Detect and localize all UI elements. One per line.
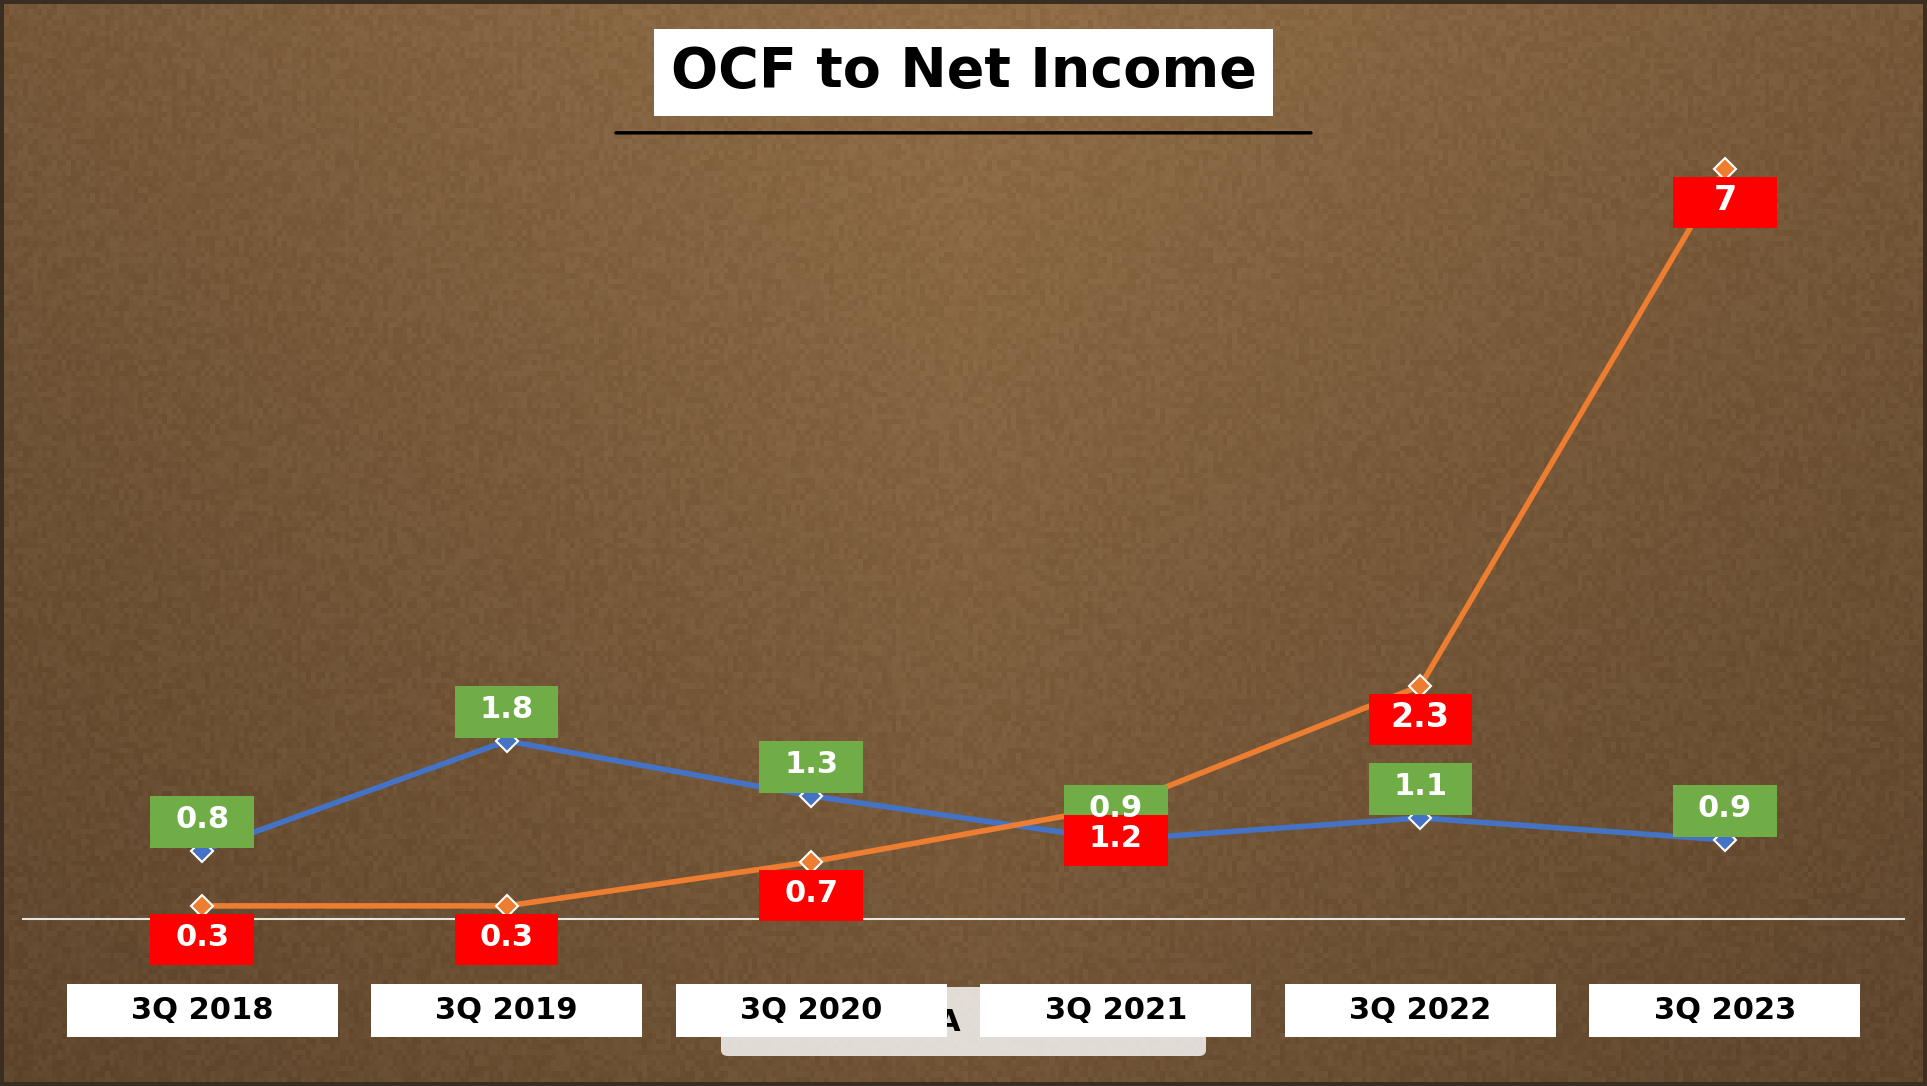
FancyBboxPatch shape (759, 870, 863, 921)
FancyBboxPatch shape (1368, 694, 1472, 745)
Text: OCF to Net Income: OCF to Net Income (671, 46, 1256, 99)
Text: 7: 7 (1713, 184, 1736, 217)
Legend: NVIDIA, AMD: NVIDIA, AMD (721, 987, 1206, 1056)
Text: 0.7: 0.7 (784, 879, 838, 908)
FancyBboxPatch shape (455, 913, 559, 965)
Text: 1.1: 1.1 (1393, 772, 1447, 801)
Text: 0.3: 0.3 (480, 923, 534, 951)
FancyBboxPatch shape (455, 686, 559, 737)
Text: 0.8: 0.8 (175, 805, 229, 834)
FancyBboxPatch shape (1590, 984, 1860, 1037)
Text: 0.3: 0.3 (175, 923, 229, 951)
FancyBboxPatch shape (150, 796, 254, 847)
Text: 2.3: 2.3 (1391, 700, 1449, 734)
Text: 3Q 2022: 3Q 2022 (1349, 996, 1491, 1025)
Text: 3Q 2018: 3Q 2018 (131, 996, 274, 1025)
FancyBboxPatch shape (150, 913, 254, 965)
Text: 1.8: 1.8 (480, 695, 534, 724)
Text: 3Q 2021: 3Q 2021 (1044, 996, 1187, 1025)
Text: 0.9: 0.9 (1698, 794, 1752, 823)
Text: 1.3: 1.3 (784, 750, 838, 779)
FancyBboxPatch shape (1368, 763, 1472, 814)
FancyBboxPatch shape (981, 984, 1251, 1037)
Text: 3Q 2023: 3Q 2023 (1653, 996, 1796, 1025)
Text: 0.9: 0.9 (1089, 794, 1143, 823)
FancyBboxPatch shape (1064, 814, 1168, 867)
FancyBboxPatch shape (372, 984, 642, 1037)
Text: 3Q 2019: 3Q 2019 (436, 996, 578, 1025)
Text: 1.2: 1.2 (1089, 824, 1143, 853)
FancyBboxPatch shape (67, 984, 337, 1037)
FancyBboxPatch shape (1285, 984, 1555, 1037)
Text: 3Q 2020: 3Q 2020 (740, 996, 883, 1025)
FancyBboxPatch shape (676, 984, 946, 1037)
FancyBboxPatch shape (1673, 177, 1777, 228)
FancyBboxPatch shape (1064, 785, 1168, 836)
FancyBboxPatch shape (759, 741, 863, 793)
FancyBboxPatch shape (1673, 785, 1777, 836)
